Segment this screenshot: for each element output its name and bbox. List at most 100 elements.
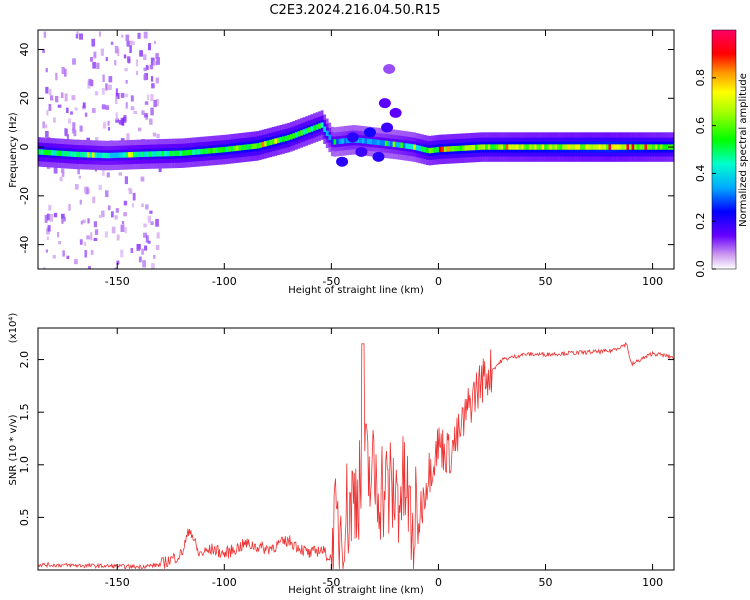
noise-speckle <box>59 176 63 182</box>
noise-speckle <box>49 213 54 222</box>
ridge-cell <box>541 144 545 150</box>
noise-speckle <box>137 127 142 132</box>
ridge-cell <box>569 144 573 150</box>
x-tick-label: 0 <box>435 576 442 589</box>
ridge-cell <box>45 149 49 156</box>
noise-speckle <box>88 266 91 269</box>
spectral-blob <box>355 146 368 157</box>
ridge-cell <box>112 152 116 159</box>
ridge-cell <box>91 152 95 158</box>
ridge-cell <box>593 144 596 150</box>
noise-speckle <box>143 232 147 238</box>
spectrogram-frame <box>37 29 675 270</box>
ridge-cell <box>253 143 257 149</box>
ridge-cell <box>420 146 424 152</box>
y-tick-label: 1.0 <box>18 456 31 474</box>
noise-speckle <box>65 128 68 137</box>
ridge-cell <box>359 137 362 144</box>
ridge-cell <box>63 150 67 157</box>
spectral-blob <box>389 107 402 118</box>
ridge-cell <box>400 142 404 148</box>
ridge-cell <box>418 145 422 152</box>
noise-speckle <box>107 84 112 91</box>
ridge-cell <box>135 151 139 158</box>
noise-speckle <box>90 232 93 241</box>
ridge-cell <box>233 145 237 152</box>
ridge-cell <box>382 140 386 146</box>
noise-speckle <box>66 107 69 113</box>
ridge-cell <box>364 138 368 144</box>
noise-speckle <box>144 245 148 251</box>
ridge-cell <box>320 122 324 128</box>
ridge-cell <box>210 148 213 154</box>
noise-speckle <box>123 200 128 206</box>
ridge-cell <box>510 144 514 150</box>
ridge-cell <box>647 144 650 150</box>
noise-speckle <box>94 229 99 235</box>
ridge-cell <box>343 138 347 144</box>
noise-speckle <box>92 61 96 69</box>
noise-speckle <box>74 184 79 190</box>
noise-speckle <box>114 267 117 269</box>
noise-speckle <box>84 250 88 258</box>
noise-speckle <box>150 94 154 102</box>
snr-y-multiplier: (x10⁴) <box>8 313 19 344</box>
noise-speckle <box>82 102 86 108</box>
noise-speckle <box>149 118 153 125</box>
ridge-cell <box>297 131 301 137</box>
noise-speckle <box>115 112 118 121</box>
noise-speckle <box>107 205 111 211</box>
noise-speckle <box>149 210 153 214</box>
ridge-cell <box>438 146 442 153</box>
snr-panel: -150 -100 -50 0 50 100 0.5 1.0 1.5 2.0 Height of… <box>8 313 675 596</box>
ridge-cell <box>307 127 311 133</box>
colorbar-tick-label: 0.6 <box>694 117 707 135</box>
noise-speckle <box>131 203 134 208</box>
spectral-blob <box>372 151 385 162</box>
ridge-cell <box>158 151 162 157</box>
ridge-cell <box>369 138 373 145</box>
noise-speckle <box>61 219 64 224</box>
ridge-cell <box>662 144 666 150</box>
snr-x-ticks: -150 -100 -50 0 50 100 <box>105 328 663 589</box>
ridge-cell <box>580 144 583 150</box>
noise-speckle <box>85 186 89 195</box>
ridge-cell <box>71 151 75 157</box>
noise-speckle <box>43 124 48 129</box>
noise-speckle <box>78 33 83 40</box>
ridge-cell <box>377 139 380 146</box>
noise-speckle <box>126 133 130 141</box>
noise-speckle <box>74 107 78 111</box>
ridge-cell <box>559 144 563 150</box>
noise-speckle <box>115 96 118 104</box>
ridge-cell <box>184 150 188 156</box>
noise-speckle <box>93 51 97 59</box>
ridge-cell <box>495 144 499 150</box>
noise-speckle <box>43 31 47 38</box>
noise-speckle <box>93 237 98 242</box>
ridge-cell <box>544 144 548 150</box>
ridge-cell <box>641 144 645 150</box>
ridge-cell <box>212 147 216 154</box>
noise-speckle <box>110 41 114 45</box>
noise-speckle <box>44 215 48 223</box>
ridge-cell <box>176 150 180 156</box>
noise-speckle <box>127 56 131 63</box>
noise-speckle <box>150 221 154 225</box>
ridge-cell <box>464 145 468 151</box>
ridge-cell <box>408 143 411 150</box>
noise-speckle <box>90 250 94 255</box>
noise-speckle <box>132 41 135 45</box>
ridge-cell <box>654 144 658 150</box>
ridge-cell <box>567 144 571 150</box>
ridge-cell <box>130 152 134 158</box>
noise-speckle <box>126 40 130 47</box>
ridge-cell <box>428 147 432 154</box>
ridge-cell <box>163 150 167 157</box>
ridge-cell <box>323 126 327 132</box>
x-tick-label: -150 <box>105 576 130 589</box>
ridge-cell <box>474 144 478 151</box>
chart-title: C2E3.2024.216.04.50.R15 <box>269 3 440 18</box>
noise-speckle <box>62 250 65 257</box>
noise-speckle <box>125 34 130 41</box>
